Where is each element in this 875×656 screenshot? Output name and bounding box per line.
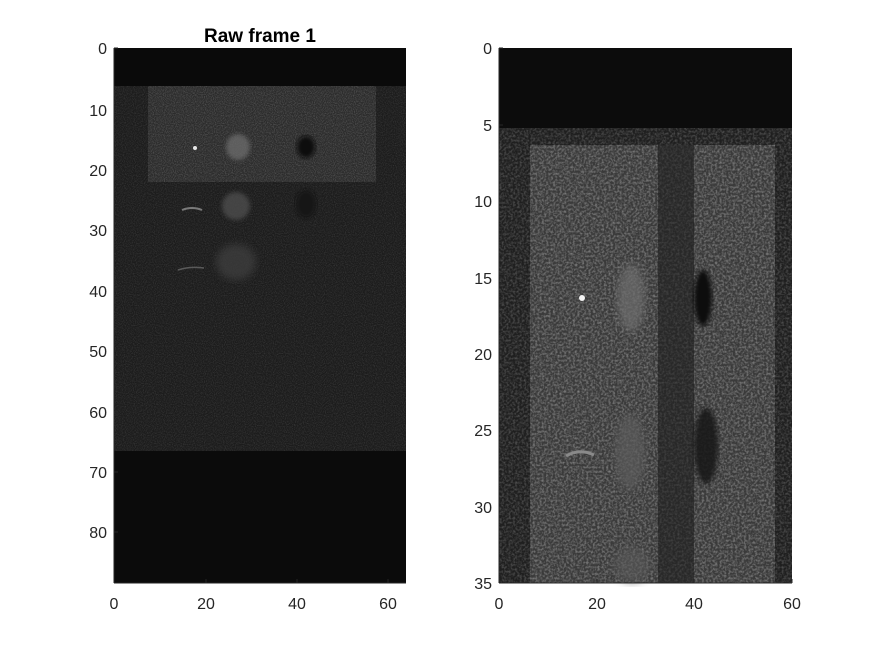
left-image — [114, 48, 406, 583]
left-x-ticks — [113, 579, 389, 583]
left-y-tick-label: 70 — [89, 465, 107, 482]
left-x-tick-label: 40 — [288, 596, 306, 613]
right-y-tick-label: 10 — [474, 194, 492, 211]
right-y-tick-labels: 0 5 10 15 20 25 30 35 — [474, 41, 492, 593]
right-x-tick-labels: 0 20 40 60 — [495, 596, 801, 613]
right-y-tick-label: 20 — [474, 347, 492, 364]
left-y-tick-label: 50 — [89, 344, 107, 361]
right-y-tick-label: 0 — [483, 41, 492, 58]
left-y-tick-label: 30 — [89, 223, 107, 240]
right-y-tick-label: 30 — [474, 500, 492, 517]
right-x-tick-label: 60 — [783, 596, 801, 613]
right-y-tick-label: 5 — [483, 118, 492, 135]
left-y-tick-label: 10 — [89, 103, 107, 120]
left-y-tick-label: 40 — [89, 284, 107, 301]
left-y-tick-labels: 0 10 20 30 40 50 60 70 80 — [89, 41, 107, 542]
left-y-tick-label: 0 — [98, 41, 107, 58]
right-x-tick-label: 0 — [495, 596, 504, 613]
left-y-tick-label: 20 — [89, 163, 107, 180]
right-x-tick-label: 20 — [588, 596, 606, 613]
right-x-tick-label: 40 — [685, 596, 703, 613]
right-y-tick-label: 25 — [474, 423, 492, 440]
left-y-tick-label: 60 — [89, 405, 107, 422]
left-x-tick-label: 0 — [110, 596, 119, 613]
right-y-ticks — [499, 47, 503, 584]
left-x-tick-label: 60 — [379, 596, 397, 613]
right-y-tick-label: 35 — [474, 576, 492, 593]
left-y-ticks — [114, 47, 118, 533]
right-image — [499, 48, 792, 583]
left-x-tick-label: 20 — [197, 596, 215, 613]
right-x-ticks — [498, 579, 793, 583]
left-x-tick-labels: 0 20 40 60 — [110, 596, 397, 613]
left-panel-title: Raw frame 1 — [204, 26, 316, 47]
left-axes: Raw frame 1 — [89, 26, 406, 613]
left-y-tick-label: 80 — [89, 525, 107, 542]
right-axes: 0 5 10 15 20 25 30 35 0 20 40 60 — [474, 41, 801, 613]
right-y-tick-label: 15 — [474, 271, 492, 288]
